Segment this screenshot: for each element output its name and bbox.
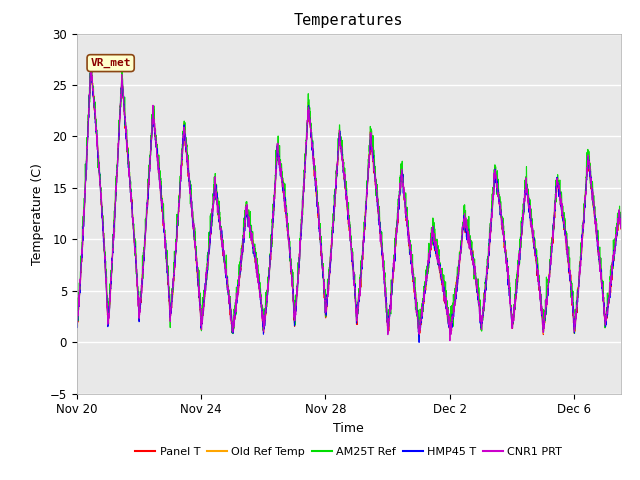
Text: VR_met: VR_met bbox=[90, 58, 131, 68]
X-axis label: Time: Time bbox=[333, 422, 364, 435]
Legend: Panel T, Old Ref Temp, AM25T Ref, HMP45 T, CNR1 PRT: Panel T, Old Ref Temp, AM25T Ref, HMP45 … bbox=[131, 443, 566, 461]
Y-axis label: Temperature (C): Temperature (C) bbox=[31, 163, 44, 264]
Title: Temperatures: Temperatures bbox=[294, 13, 404, 28]
